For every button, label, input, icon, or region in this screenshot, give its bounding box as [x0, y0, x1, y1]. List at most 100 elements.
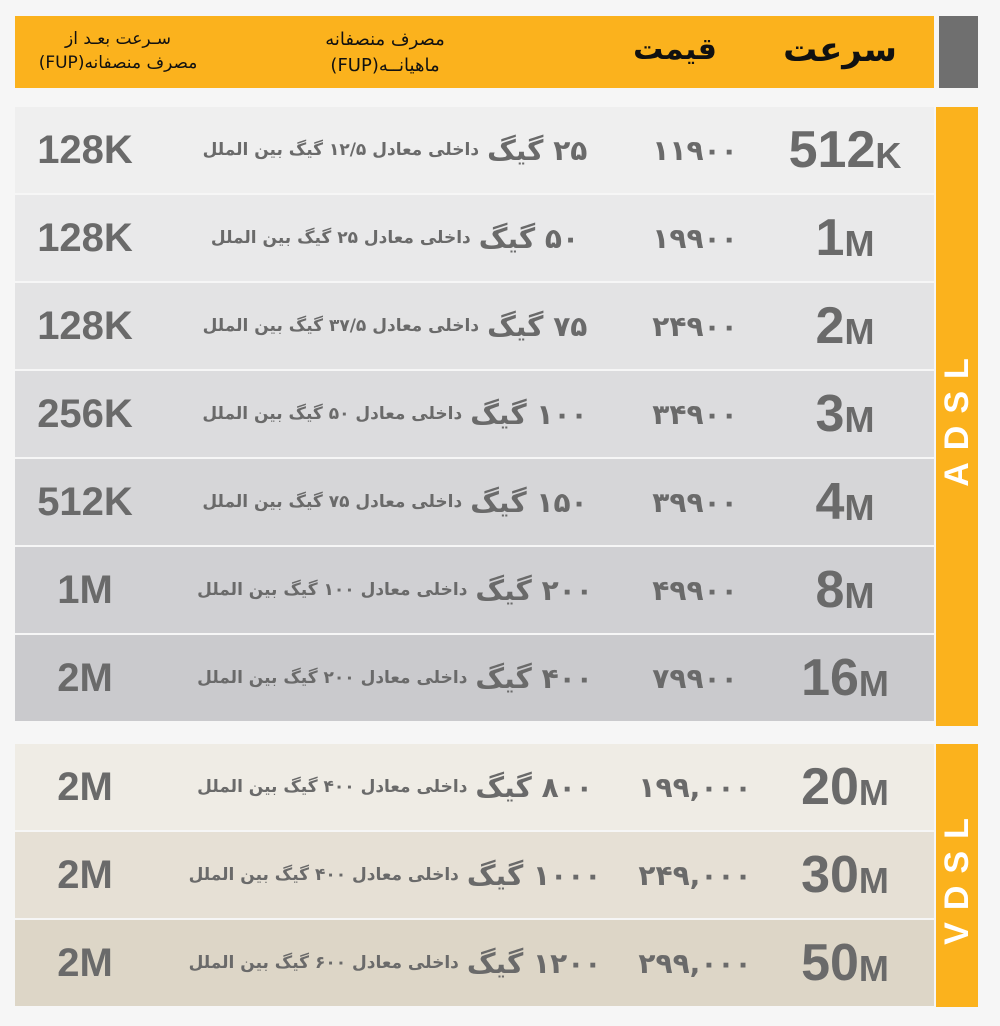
speed-value: 20: [801, 758, 859, 816]
speed-value: 4: [815, 473, 845, 531]
table-row: 1 M ۱۹۹۰۰ ۵۰ گیگ داخلی معادل ۲۵ گیگ بین المل…: [15, 195, 934, 281]
speed-unit: M: [844, 311, 875, 352]
table-row: 20 M ۱۹۹,۰۰۰ ۸۰۰ گیگ داخلی معادل ۴۰۰ گیگ بین…: [15, 744, 934, 830]
usage-main: ۱۵۰ گیگ: [470, 485, 588, 519]
usage-detail: داخلی معادل ۱۲/۵ گیگ بین الملل: [202, 140, 480, 160]
speed-value: 2: [815, 297, 845, 355]
after-fup-cell: 1M: [57, 567, 113, 612]
usage-cell: ۲۵ گیگ داخلی معادل ۱۲/۵ گیگ بین الملل: [160, 107, 630, 193]
price-cell: ۲۴۹,۰۰۰: [638, 858, 752, 892]
price-cell: ۳۹۹۰۰: [652, 485, 738, 519]
price-cell: ۲۴۹۰۰: [652, 309, 738, 343]
speed-unit: M: [858, 663, 889, 704]
usage-cell: ۴۰۰ گیگ داخلی معادل ۲۰۰ گیگ بین الملل: [160, 635, 630, 721]
usage-cell: ۱۵۰ گیگ داخلی معادل ۷۵ گیگ بین الملل: [160, 459, 630, 545]
usage-main: ۷۵ گیگ: [487, 309, 588, 343]
price-cell: ۴۹۹۰۰: [652, 573, 738, 607]
usage-detail: داخلی معادل ۴۰۰ گیگ بین الملل: [197, 777, 468, 797]
header-usage-line1: مصرف منصفانه: [325, 29, 445, 50]
speed-value: 3: [815, 385, 845, 443]
header-after-fup: سـرعت بعـد از مصرف منصفانه(FUP): [18, 27, 218, 75]
usage-cell: ۸۰۰ گیگ داخلی معادل ۴۰۰ گیگ بین الملل: [160, 744, 630, 830]
speed-unit: M: [858, 860, 889, 901]
table-row: 2 M ۲۴۹۰۰ ۷۵ گیگ داخلی معادل ۳۷/۵ گیگ بین ال…: [15, 283, 934, 369]
speed-unit: K: [875, 135, 902, 176]
header-gray-block: [939, 16, 978, 88]
price-cell: ۷۹۹۰۰: [652, 661, 738, 695]
vdsl-label: VDSL: [937, 806, 976, 945]
header-after-line2: مصرف منصفانه(FUP): [38, 53, 198, 73]
table-row: 4 M ۳۹۹۰۰ ۱۵۰ گیگ داخلی معادل ۷۵ گیگ بین الم…: [15, 459, 934, 545]
usage-cell: ۷۵ گیگ داخلی معادل ۳۷/۵ گیگ بین الملل: [160, 283, 630, 369]
speed-cell: 512 K: [760, 107, 930, 193]
usage-cell: ۱۲۰۰ گیگ داخلی معادل ۶۰۰ گیگ بین الملل: [160, 920, 630, 1006]
speed-unit: M: [844, 399, 875, 440]
usage-detail: داخلی معادل ۴۰۰ گیگ بین الملل: [188, 865, 459, 885]
usage-detail: داخلی معادل ۱۰۰ گیگ بین الملل: [197, 580, 468, 600]
usage-cell: ۱۰۰ گیگ داخلی معادل ۵۰ گیگ بین الملل: [160, 371, 630, 457]
section-label-vdsl: VDSL: [936, 744, 978, 1007]
after-fup-cell: 256K: [37, 391, 133, 436]
speed-value: 8: [815, 561, 845, 619]
usage-main: ۱۲۰۰ گیگ: [466, 946, 602, 980]
usage-detail: داخلی معادل ۶۰۰ گیگ بین الملل: [188, 953, 459, 973]
table-row: 16 M ۷۹۹۰۰ ۴۰۰ گیگ داخلی معادل ۲۰۰ گیگ بین ا…: [15, 635, 934, 721]
adsl-table: 512 K ۱۱۹۰۰ ۲۵ گیگ داخلی معادل ۱۲/۵ گیگ بین …: [15, 107, 934, 723]
after-fup-cell: 2M: [57, 852, 113, 897]
usage-detail: داخلی معادل ۷۵ گیگ بین الملل: [202, 492, 463, 512]
usage-cell: ۲۰۰ گیگ داخلی معادل ۱۰۰ گیگ بین الملل: [160, 547, 630, 633]
price-cell: ۱۱۹۰۰: [652, 133, 738, 167]
speed-unit: M: [858, 948, 889, 989]
after-fup-cell: 128K: [37, 215, 133, 260]
price-cell: ۱۹۹۰۰: [652, 221, 738, 255]
speed-cell: 50 M: [760, 920, 930, 1006]
price-cell: ۳۴۹۰۰: [652, 397, 738, 431]
header-bar: [15, 16, 934, 88]
usage-main: ۲۰۰ گیگ: [475, 573, 593, 607]
usage-main: ۵۰ گیگ: [478, 221, 580, 255]
after-fup-cell: 128K: [37, 303, 133, 348]
usage-main: ۱۰۰ گیگ: [470, 397, 588, 431]
after-fup-cell: 2M: [57, 940, 113, 985]
usage-main: ۸۰۰ گیگ: [475, 770, 593, 804]
after-fup-cell: 128K: [37, 127, 133, 172]
usage-detail: داخلی معادل ۲۵ گیگ بین الملل: [210, 228, 471, 248]
vdsl-table: 20 M ۱۹۹,۰۰۰ ۸۰۰ گیگ داخلی معادل ۴۰۰ گیگ بین…: [15, 744, 934, 1008]
usage-main: ۱۰۰۰ گیگ: [466, 858, 602, 892]
table-row: 50 M ۲۹۹,۰۰۰ ۱۲۰۰ گیگ داخلی معادل ۶۰۰ گیگ بی…: [15, 920, 934, 1006]
speed-value: 50: [801, 934, 859, 992]
usage-cell: ۵۰ گیگ داخلی معادل ۲۵ گیگ بین الملل: [160, 195, 630, 281]
usage-main: ۴۰۰ گیگ: [475, 661, 593, 695]
speed-unit: M: [844, 223, 875, 264]
price-cell: ۱۹۹,۰۰۰: [638, 770, 752, 804]
speed-cell: 16 M: [760, 635, 930, 721]
adsl-label: ADSL: [937, 346, 976, 487]
speed-unit: M: [844, 487, 875, 528]
header-price: قیمت: [633, 32, 717, 67]
speed-unit: M: [844, 575, 875, 616]
table-row: 512 K ۱۱۹۰۰ ۲۵ گیگ داخلی معادل ۱۲/۵ گیگ بین …: [15, 107, 934, 193]
usage-cell: ۱۰۰۰ گیگ داخلی معادل ۴۰۰ گیگ بین الملل: [160, 832, 630, 918]
table-row: 8 M ۴۹۹۰۰ ۲۰۰ گیگ داخلی معادل ۱۰۰ گیگ بین ال…: [15, 547, 934, 633]
usage-main: ۲۵ گیگ: [487, 133, 588, 167]
after-fup-cell: 2M: [57, 764, 113, 809]
usage-detail: داخلی معادل ۲۰۰ گیگ بین الملل: [197, 668, 468, 688]
speed-unit: M: [858, 772, 889, 813]
after-fup-cell: 2M: [57, 655, 113, 700]
price-cell: ۲۹۹,۰۰۰: [638, 946, 752, 980]
section-label-adsl: ADSL: [936, 107, 978, 726]
speed-cell: 30 M: [760, 832, 930, 918]
table-row: 3 M ۳۴۹۰۰ ۱۰۰ گیگ داخلی معادل ۵۰ گیگ بین الم…: [15, 371, 934, 457]
after-fup-cell: 512K: [37, 479, 133, 524]
header-after-line1: سـرعت بعـد از: [64, 29, 172, 49]
speed-value: 30: [801, 846, 859, 904]
speed-cell: 20 M: [760, 744, 930, 830]
usage-detail: داخلی معادل ۳۷/۵ گیگ بین الملل: [202, 316, 480, 336]
header-usage: مصرف منصفانه ماهیانــه(FUP): [265, 27, 505, 79]
table-row: 30 M ۲۴۹,۰۰۰ ۱۰۰۰ گیگ داخلی معادل ۴۰۰ گیگ بی…: [15, 832, 934, 918]
